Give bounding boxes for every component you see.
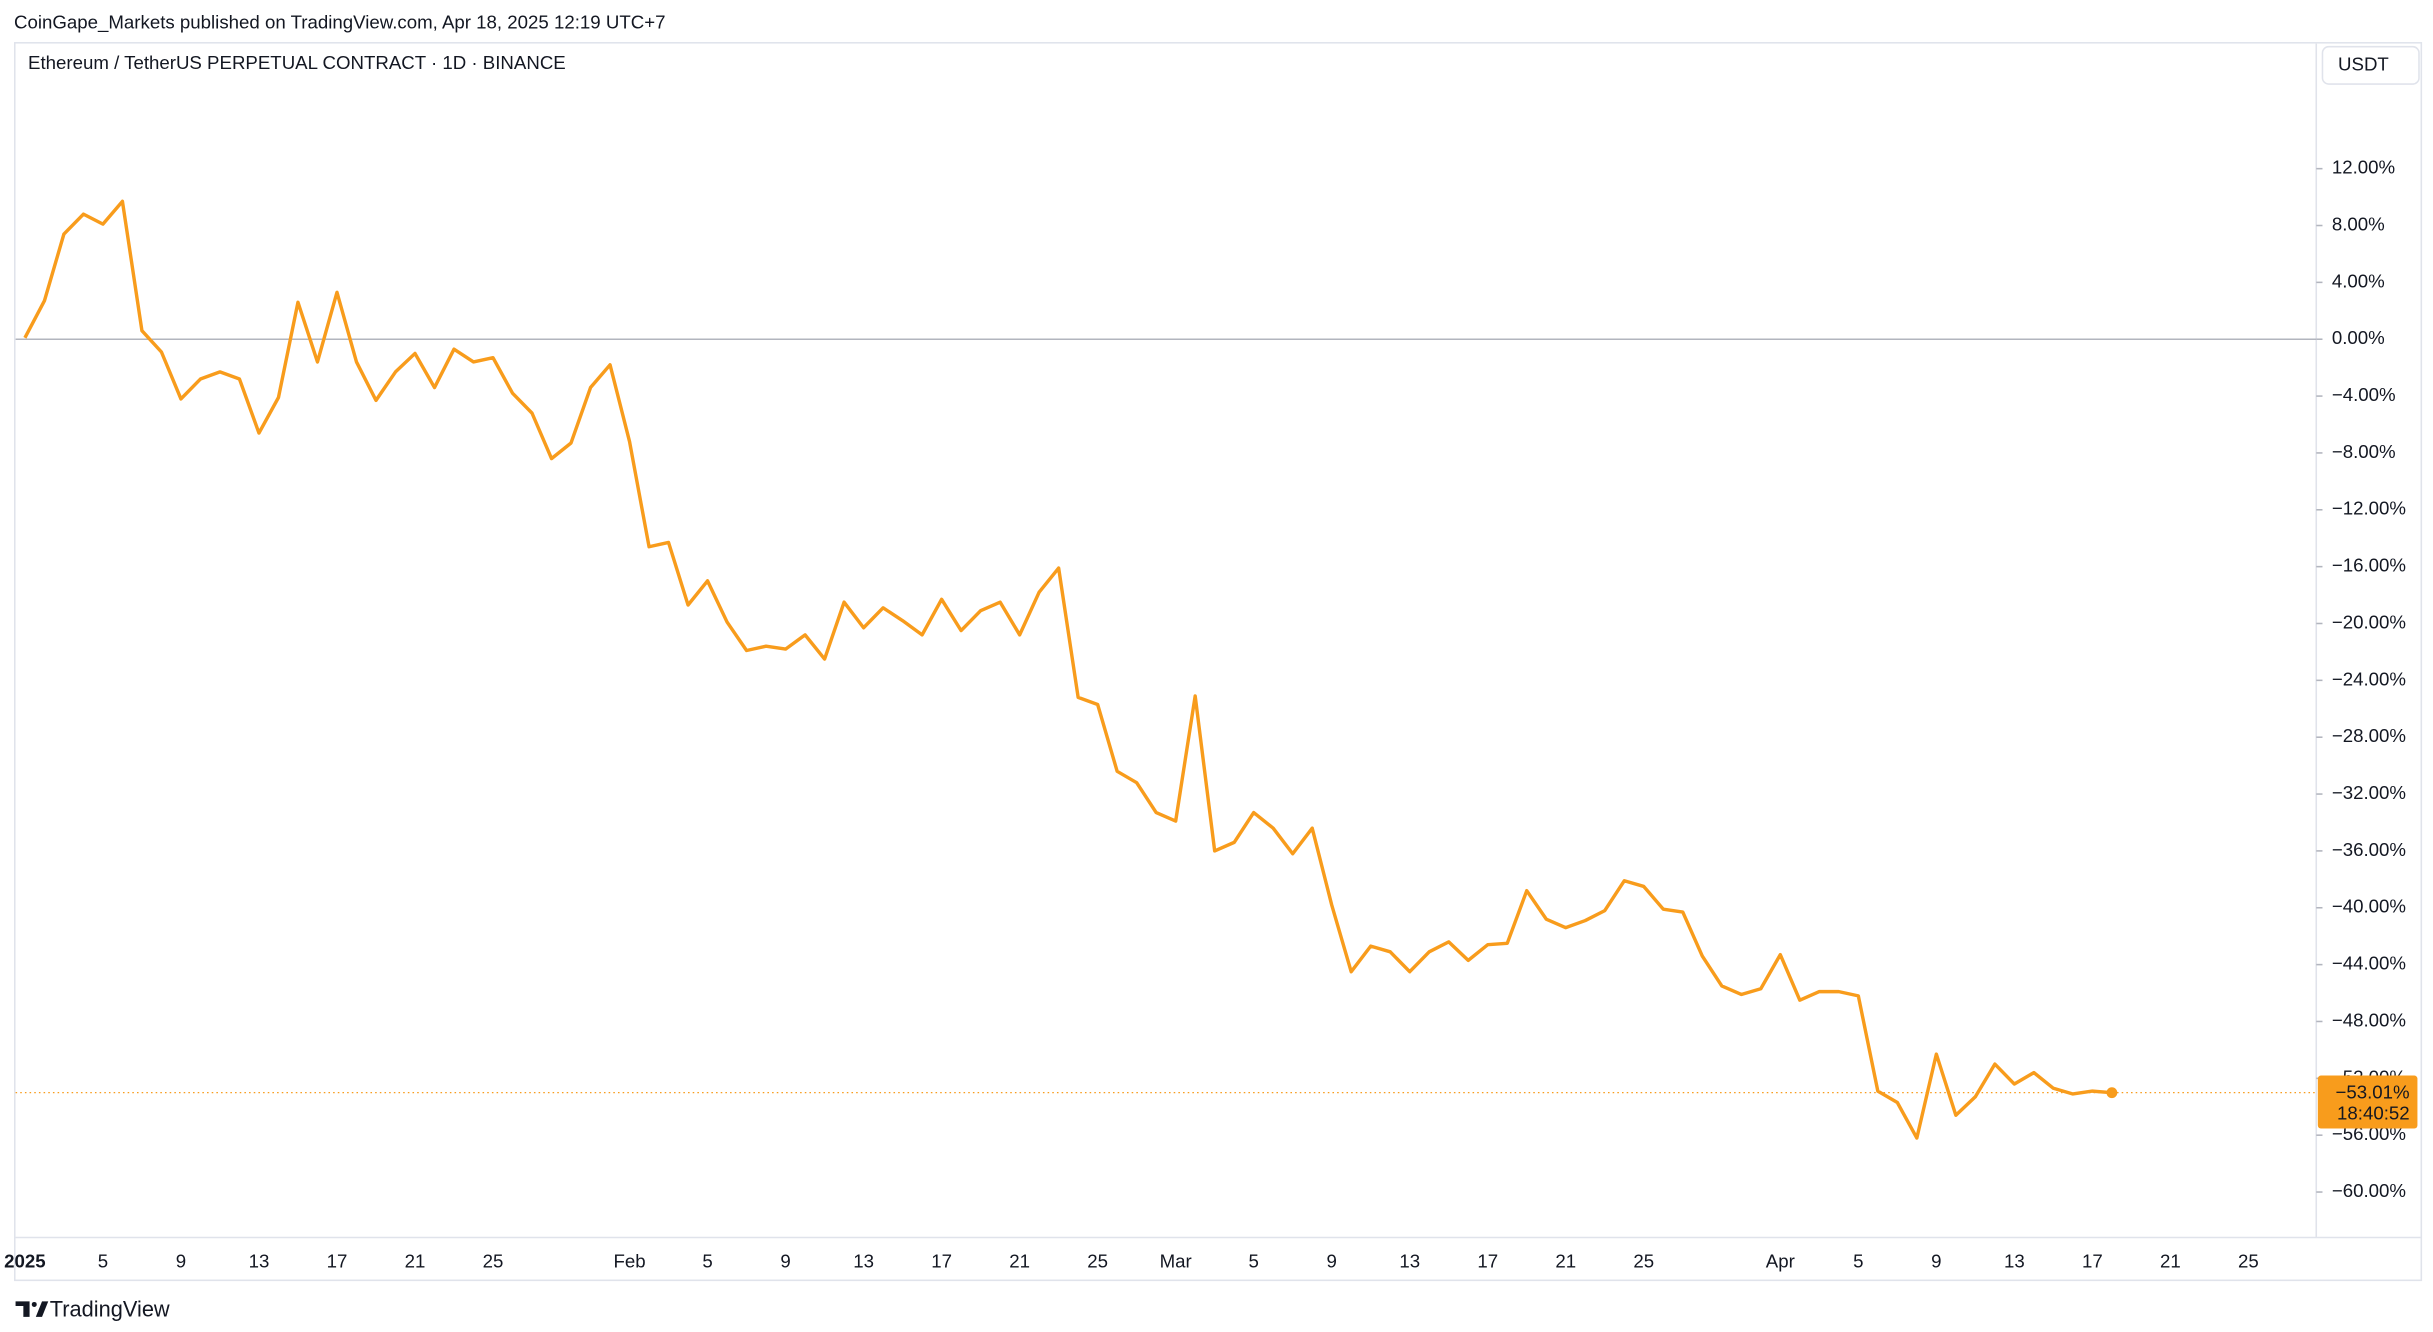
y-tick-label: −24.00% — [2332, 668, 2406, 689]
x-tick-label: 21 — [2160, 1250, 2181, 1271]
y-tick-label: −4.00% — [2332, 384, 2396, 405]
y-tick-label: 12.00% — [2332, 157, 2395, 178]
tv-logo — [15, 1301, 49, 1317]
x-tick-label: 5 — [1248, 1250, 1258, 1271]
last-value-label: −53.01% — [2335, 1081, 2409, 1102]
y-tick-label: −40.00% — [2332, 896, 2406, 917]
y-tick-label: 8.00% — [2332, 213, 2385, 234]
y-tick-label: −44.00% — [2332, 953, 2406, 974]
footer-brand: TradingView — [50, 1296, 170, 1321]
y-tick-label: −28.00% — [2332, 725, 2406, 746]
countdown: 18:40:52 — [2337, 1102, 2410, 1123]
x-tick-label: 17 — [2082, 1250, 2103, 1271]
x-tick-label: Mar — [1160, 1250, 1192, 1271]
y-tick-label: 0.00% — [2332, 327, 2385, 348]
x-tick-label: 9 — [780, 1250, 790, 1271]
x-tick-label: 9 — [176, 1250, 186, 1271]
x-tick-label: 5 — [1853, 1250, 1863, 1271]
x-tick-label: 5 — [702, 1250, 712, 1271]
currency-button[interactable] — [2321, 45, 2420, 85]
y-tick-label: −32.00% — [2332, 782, 2406, 803]
y-tick-label: −20.00% — [2332, 611, 2406, 632]
x-tick-label: 25 — [2238, 1250, 2259, 1271]
x-tick-label: 13 — [2004, 1250, 2025, 1271]
y-tick-label: −8.00% — [2332, 441, 2396, 462]
x-tick-label: 17 — [327, 1250, 348, 1271]
x-tick-label: 13 — [249, 1250, 270, 1271]
x-tick-label: 2025 — [4, 1250, 46, 1271]
plot-area — [15, 199, 2317, 1140]
price-line — [23, 199, 2113, 1140]
x-tick-label: Feb — [613, 1250, 645, 1271]
x-tick-label: 25 — [483, 1250, 504, 1271]
last-value-tag — [2317, 1075, 2418, 1129]
publish-info: CoinGape_Markets published on TradingVie… — [14, 11, 665, 33]
x-tick-label: 21 — [1555, 1250, 1576, 1271]
x-tick-label: 13 — [1399, 1250, 1420, 1271]
y-tick-label: −48.00% — [2332, 1009, 2406, 1030]
x-tick-label: 17 — [931, 1250, 952, 1271]
x-tick-label: 25 — [1087, 1250, 1108, 1271]
x-tick-label: 9 — [1931, 1250, 1941, 1271]
chart-title: Ethereum / TetherUS PERPETUAL CONTRACT ·… — [28, 52, 566, 73]
y-tick-label: −60.00% — [2332, 1180, 2406, 1201]
x-tick-label: 17 — [1477, 1250, 1498, 1271]
chart-frame — [14, 42, 2423, 1282]
x-tick-label: 5 — [98, 1250, 108, 1271]
y-tick-label: −16.00% — [2332, 555, 2406, 576]
x-tick-label: 25 — [1633, 1250, 1654, 1271]
x-tick-label: 13 — [853, 1250, 874, 1271]
x-tick-label: 21 — [405, 1250, 426, 1271]
currency-label[interactable]: USDT — [2338, 53, 2389, 74]
y-tick-label: 4.00% — [2332, 270, 2385, 291]
x-tick-label: Apr — [1766, 1250, 1795, 1271]
y-tick-label: −12.00% — [2332, 498, 2406, 519]
last-point — [2106, 1087, 2118, 1099]
x-tick-label: 21 — [1009, 1250, 1030, 1271]
y-tick-label: −36.00% — [2332, 839, 2406, 860]
x-tick-label: 9 — [1327, 1250, 1337, 1271]
